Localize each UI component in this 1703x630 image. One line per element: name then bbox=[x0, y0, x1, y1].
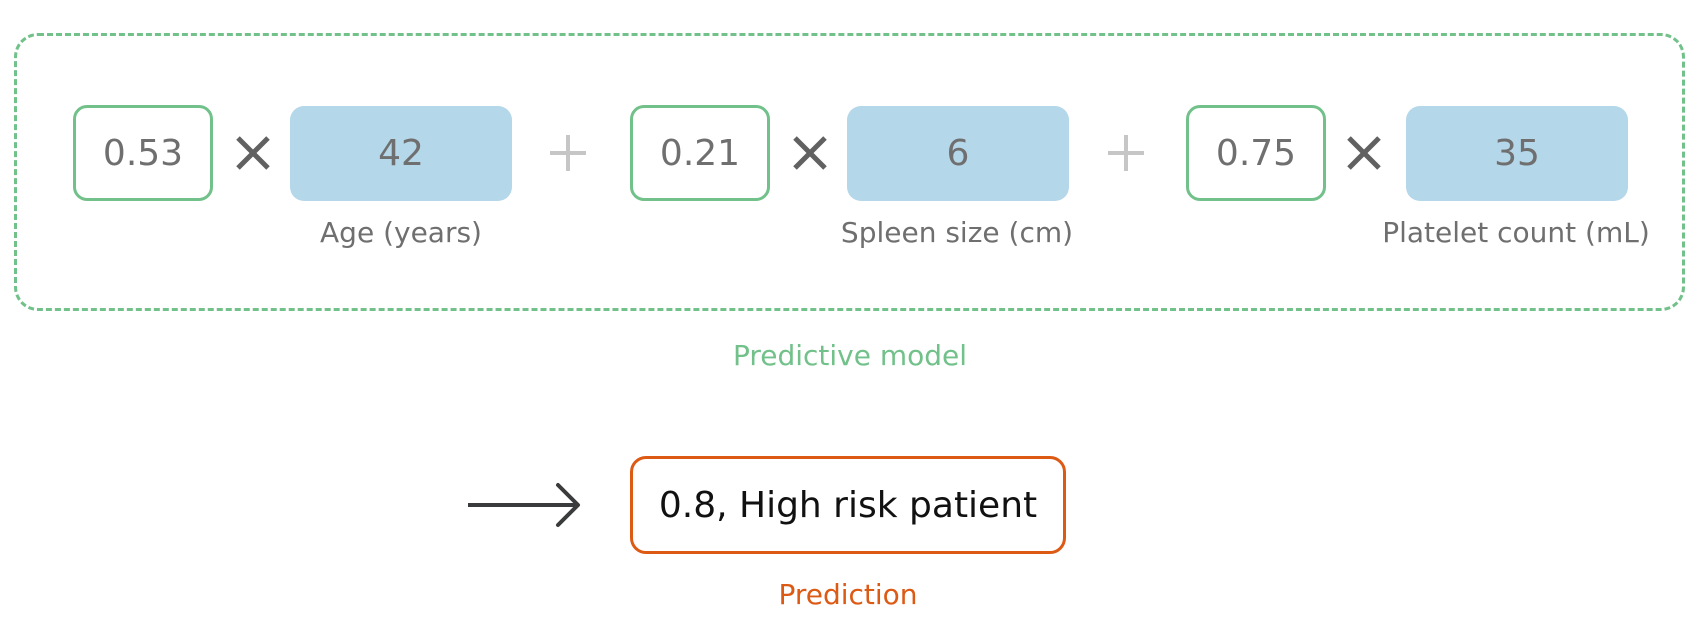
value-box-spleen: 6 bbox=[847, 106, 1069, 201]
prediction-box: 0.8, High risk patient bbox=[630, 456, 1066, 554]
weight-box-platelet: 0.75 bbox=[1186, 105, 1326, 201]
multiply-icon bbox=[1347, 136, 1381, 170]
value-box-platelet: 35 bbox=[1406, 106, 1628, 201]
prediction-result: 0.8, High risk patient bbox=[658, 484, 1038, 526]
value-platelet: 35 bbox=[1494, 133, 1540, 174]
weight-platelet: 0.75 bbox=[1215, 132, 1297, 174]
plus-icon bbox=[550, 135, 586, 171]
arrow-right-icon bbox=[468, 483, 580, 527]
weight-box-age: 0.53 bbox=[73, 105, 213, 201]
feature-label-age: Age (years) bbox=[320, 216, 482, 249]
weight-age: 0.53 bbox=[102, 132, 184, 174]
predictive-model-frame bbox=[14, 33, 1685, 311]
prediction-caption: Prediction bbox=[778, 578, 918, 611]
value-box-age: 42 bbox=[290, 106, 512, 201]
predictive-model-caption: Predictive model bbox=[732, 339, 968, 372]
value-spleen: 6 bbox=[946, 133, 970, 174]
multiply-icon bbox=[793, 136, 827, 170]
multiply-icon bbox=[236, 136, 270, 170]
weight-spleen: 0.21 bbox=[659, 132, 741, 174]
feature-label-spleen: Spleen size (cm) bbox=[840, 216, 1074, 249]
feature-label-platelet: Platelet count (mL) bbox=[1382, 216, 1650, 249]
weight-box-spleen: 0.21 bbox=[630, 105, 770, 201]
plus-icon bbox=[1108, 135, 1144, 171]
value-age: 42 bbox=[378, 133, 424, 174]
